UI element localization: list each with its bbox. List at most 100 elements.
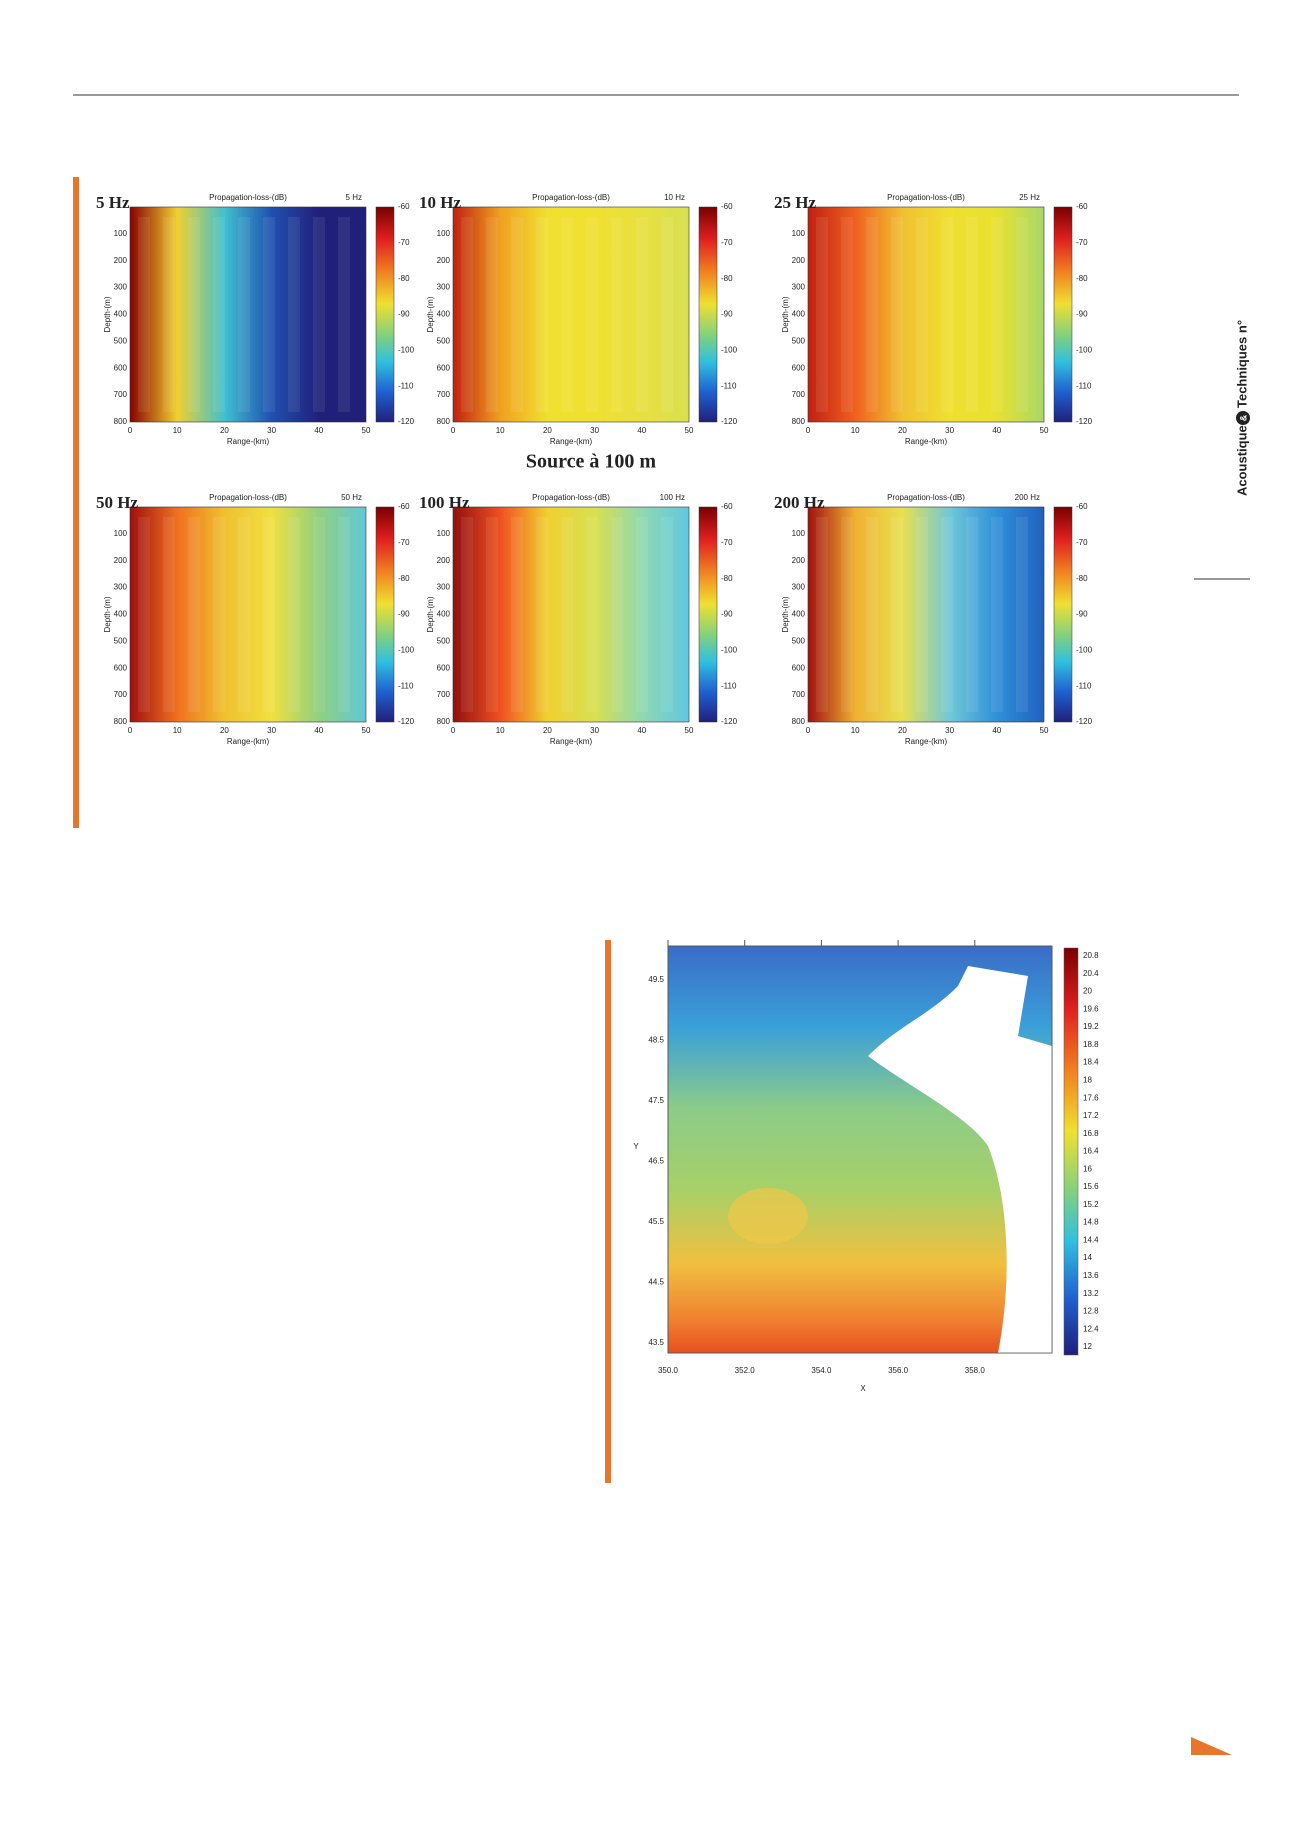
accent-bar: [73, 177, 79, 828]
colorbar-tick: -70: [398, 538, 410, 547]
map-y-label: Y: [633, 1142, 639, 1151]
heatmap-band: [486, 217, 498, 412]
range-tick: 30: [590, 426, 599, 435]
heatmap: [807, 506, 1045, 723]
colorbar-tick: -90: [721, 610, 733, 619]
colorbar-tick: -100: [398, 345, 415, 354]
depth-tick: 300: [437, 283, 451, 292]
colorbar-tick: -110: [721, 681, 737, 690]
colorbar-tick: -80: [1076, 574, 1088, 583]
depth-tick: 300: [437, 583, 451, 592]
heatmap-band: [511, 217, 523, 412]
panel-corner-label: 50 Hz: [341, 493, 362, 502]
eddy: [728, 1188, 808, 1244]
map-y-tick-label: 44.5: [648, 1278, 664, 1287]
depth-tick: 400: [437, 610, 451, 619]
colorbar-tick: -100: [1076, 345, 1093, 354]
range-tick: 40: [637, 426, 646, 435]
map-y-tick-label: 49.5: [648, 975, 664, 984]
colorbar-tick: -90: [1076, 310, 1088, 319]
colorbar-tick: -60: [1076, 502, 1088, 511]
range-label: Range-(km): [905, 437, 948, 446]
range-label: Range-(km): [227, 437, 270, 446]
colorbar-tick: -120: [1076, 717, 1093, 726]
colorbar: [698, 506, 718, 723]
panel-title: Propagation-loss-(dB): [532, 193, 610, 202]
colorbar: [375, 506, 395, 723]
map-x-tick-label: 358.0: [965, 1366, 986, 1375]
heatmap-band: [866, 217, 878, 412]
colorbar-tick: -100: [1076, 645, 1093, 654]
depth-tick: 600: [437, 363, 451, 372]
map-colorbar-tick: 16: [1083, 1164, 1092, 1173]
colorbar-tick: -110: [398, 381, 414, 390]
heatmap: [129, 506, 367, 723]
map-colorbar-tick: 20.4: [1083, 969, 1099, 978]
heatmap-band: [288, 517, 300, 712]
range-tick: 10: [496, 726, 505, 735]
heatmap-band: [188, 517, 200, 712]
colorbar-tick: -80: [398, 574, 410, 583]
colorbar-tick: -60: [721, 502, 733, 511]
colorbar-tick: -70: [721, 538, 733, 547]
panel-corner-label: 100 Hz: [660, 493, 685, 502]
range-tick: 0: [128, 726, 133, 735]
map-colorbar-tick: 16.4: [1083, 1147, 1099, 1156]
heatmap-band: [338, 517, 350, 712]
range-tick: 0: [451, 726, 456, 735]
map-colorbar-tick: 14.4: [1083, 1235, 1099, 1244]
heatmap-band: [263, 517, 275, 712]
heatmap-band: [966, 517, 978, 712]
land: [868, 966, 1052, 1353]
heatmap-band: [636, 517, 648, 712]
panel-corner-label: 200 Hz: [1015, 493, 1040, 502]
heatmap-band: [486, 517, 498, 712]
heatmap-band: [511, 517, 523, 712]
heatmap-band: [661, 217, 673, 412]
range-tick: 30: [945, 426, 954, 435]
depth-tick: 500: [437, 636, 451, 645]
heatmap-band: [661, 517, 673, 712]
depth-tick: 100: [114, 529, 128, 538]
depth-tick: 600: [114, 663, 128, 672]
depth-label: Depth-(m): [426, 596, 435, 632]
range-tick: 50: [362, 426, 371, 435]
range-tick: 40: [314, 426, 323, 435]
range-tick: 10: [173, 426, 182, 435]
frequency-label: 25 Hz: [774, 193, 816, 212]
colorbar-tick: -90: [721, 310, 733, 319]
colorbar-tick: -80: [721, 274, 733, 283]
side-label-left: Acoustique: [1234, 425, 1249, 496]
side-label: Acoustique & Techniques n°: [1234, 320, 1250, 496]
range-tick: 30: [267, 726, 276, 735]
range-label: Range-(km): [550, 437, 593, 446]
colorbar-tick: -100: [721, 645, 738, 654]
colorbar: [1053, 206, 1073, 423]
heatmap-band: [941, 517, 953, 712]
colorbar: [375, 206, 395, 423]
range-tick: 0: [128, 426, 133, 435]
depth-tick: 400: [437, 310, 451, 319]
map-colorbar-tick: 18.8: [1083, 1040, 1099, 1049]
heatmap-band: [138, 217, 150, 412]
heatmap-band: [611, 517, 623, 712]
side-label-mark: &: [1238, 414, 1248, 421]
range-tick: 40: [992, 726, 1001, 735]
range-tick: 10: [851, 426, 860, 435]
depth-tick: 200: [437, 256, 451, 265]
heatmap-band: [966, 217, 978, 412]
range-tick: 0: [451, 426, 456, 435]
colorbar-tick: -120: [398, 417, 415, 426]
range-tick: 30: [590, 726, 599, 735]
map-colorbar-tick: 18: [1083, 1076, 1092, 1085]
colorbar-tick: -120: [398, 717, 415, 726]
depth-tick: 400: [114, 610, 128, 619]
heatmap-band: [338, 217, 350, 412]
depth-label: Depth-(m): [781, 296, 790, 332]
map-y-tick-label: 48.5: [648, 1036, 664, 1045]
map-colorbar-tick: 17.6: [1083, 1093, 1099, 1102]
colorbar: [698, 206, 718, 423]
heatmap-band: [841, 217, 853, 412]
panel-corner-label: 5 Hz: [346, 193, 362, 202]
